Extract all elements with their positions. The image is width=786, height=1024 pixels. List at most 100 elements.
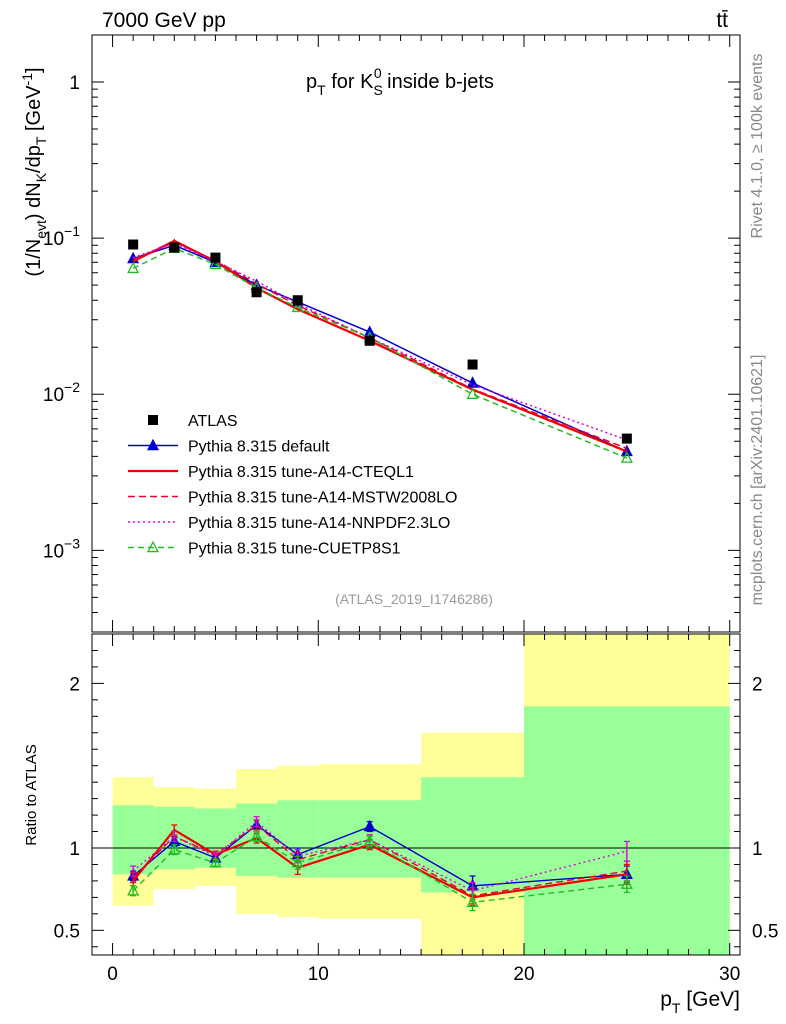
ratio-point-cuetp8s1	[466, 895, 479, 908]
analysis-id: (ATLAS_2019_I1746286)	[335, 591, 493, 607]
ylabel-i: ]	[23, 67, 45, 73]
main-point-cuetp8s1	[620, 451, 633, 463]
legend-label-1: Pythia 8.315 tune-A14-CTEQL1	[188, 464, 414, 481]
atlas-data-point	[364, 335, 375, 346]
ratio-ytick-label-right: 0.5	[752, 921, 778, 942]
y-tick-label: 10−3	[43, 535, 80, 562]
process-label: tt̄	[716, 9, 728, 32]
ratio-frame	[91, 633, 741, 956]
main-point-cuetp8s1	[466, 387, 479, 399]
title-tail: inside b-jets	[382, 71, 494, 93]
y-tick-label: 10−1	[43, 223, 80, 250]
ratio-xlabel: pT [GeV]	[660, 988, 740, 1016]
ratio-ytick-label: 2	[69, 674, 80, 695]
main-series-line-2	[132, 241, 628, 450]
ratio-point-cuetp8s1	[291, 856, 304, 868]
legend-atlas-label: ATLAS	[188, 413, 238, 430]
y-tick-label: 1	[69, 73, 80, 94]
ratio-bands	[112, 634, 730, 955]
main-series-line-3	[132, 242, 628, 441]
rivet-label: Rivet 4.1.0, ≥ 100k events	[749, 54, 766, 239]
main-point-default	[466, 376, 479, 388]
ratio-point-cuetp8s1	[127, 883, 140, 896]
main-frame	[91, 34, 741, 633]
atlas-data-point	[128, 239, 139, 250]
ratio-series-line-2	[132, 824, 627, 897]
ratio-point-cuetp8s1	[250, 829, 263, 842]
main-series-line-4	[132, 247, 628, 459]
y-tick-base: 10	[43, 385, 64, 406]
legend-label-2: Pythia 8.315 tune-A14-MSTW2008LO	[188, 490, 457, 507]
main-point-cuetp8s1	[291, 300, 304, 313]
x-tick-label: 10	[308, 964, 329, 985]
legend-label-4: Pythia 8.315 tune-CUETP8S1	[188, 541, 401, 558]
atlas-data-point	[292, 295, 303, 306]
ratio-panel-content	[92, 816, 740, 912]
ylabel-f-sub: T	[33, 136, 49, 145]
atlas-data-point	[251, 287, 262, 298]
ratio-series-line-1	[132, 828, 628, 899]
ylabel-e: /dp	[23, 145, 45, 173]
atlas-data-point	[210, 252, 221, 263]
atlas-data-point	[169, 242, 180, 253]
y-tick-base: 10	[43, 229, 64, 250]
title-t-sub: T	[317, 82, 326, 98]
y-tick-label: 10−2	[43, 379, 80, 406]
xlabel-unit: [GeV]	[680, 988, 740, 1011]
ratio-ytick-label-right: 1	[752, 839, 763, 860]
legend: ATLAS Pythia 8.315 default Pythia 8.315 tu…	[128, 413, 457, 558]
main-series-line-0	[132, 244, 628, 453]
main-series-line-1	[132, 239, 628, 453]
title-p: p	[306, 71, 317, 93]
ratio-point-cuetp8s1	[209, 856, 222, 868]
atlas-data-point	[467, 359, 478, 370]
y-tick-exp: −2	[64, 379, 80, 395]
legend-atlas-marker	[148, 415, 158, 425]
x-tick-label: 20	[513, 964, 534, 985]
source-label: mcplots.cern.ch [arXiv:2401.10621]	[749, 355, 766, 606]
legend-marker-cuetp8s1	[146, 540, 160, 553]
xlabel-t-sub: T	[672, 1000, 681, 1016]
legend-marker-default	[146, 438, 160, 451]
atlas-data-point	[621, 433, 632, 444]
main-panel-content	[127, 238, 633, 463]
ratio-ytick-label: 0.5	[54, 921, 80, 942]
ratio-ylabel: Ratio to ATLAS	[23, 744, 40, 845]
title-zero-sup: 0	[374, 65, 382, 81]
title-mid: for	[326, 71, 360, 93]
ratio-point-default	[363, 819, 376, 832]
title-k: K	[360, 71, 374, 93]
main-ylabel: (1/Nevt) dNK/dpT [GeV-1]	[19, 67, 49, 276]
energy-label: 7000 GeV pp	[102, 9, 226, 32]
y-tick-base: 1	[69, 73, 80, 94]
ylabel-b-sub: evt	[33, 220, 49, 239]
y-tick-exp: −1	[64, 223, 80, 239]
ylabel-h-sup: -1	[19, 73, 35, 86]
ratio-ytick-label: 1	[69, 839, 80, 860]
green-band-6	[421, 777, 524, 893]
ylabel-c: ) dN	[23, 182, 45, 220]
ylabel-a: (1/N	[23, 239, 45, 277]
ratio-series-line-4	[132, 835, 627, 904]
x-tick-label: 0	[107, 964, 118, 985]
x-tick-label: 30	[719, 964, 740, 985]
xlabel-p: p	[660, 988, 672, 1011]
legend-label-0: Pythia 8.315 default	[188, 439, 330, 456]
main-title: pT for KS0 inside b-jets	[306, 65, 494, 98]
main-point-cuetp8s1	[209, 257, 222, 269]
ratio-series-line-3	[132, 820, 628, 892]
green-band-7	[524, 706, 730, 955]
y-tick-exp: −3	[64, 535, 80, 551]
title-s-sub: S	[373, 82, 382, 98]
ratio-point-cuetp8s1	[363, 834, 376, 847]
ylabel-g: [GeV	[23, 85, 45, 137]
ratio-point-cuetp8s1	[168, 842, 181, 855]
ratio-point-cuetp8s1	[620, 877, 633, 889]
legend-label-3: Pythia 8.315 tune-A14-NNPDF2.3LO	[188, 515, 450, 532]
ratio-ytick-label-right: 2	[752, 674, 763, 695]
y-tick-base: 10	[43, 541, 64, 562]
ylabel-d-sub: K	[33, 172, 49, 182]
main-point-cuetp8s1	[127, 261, 140, 274]
